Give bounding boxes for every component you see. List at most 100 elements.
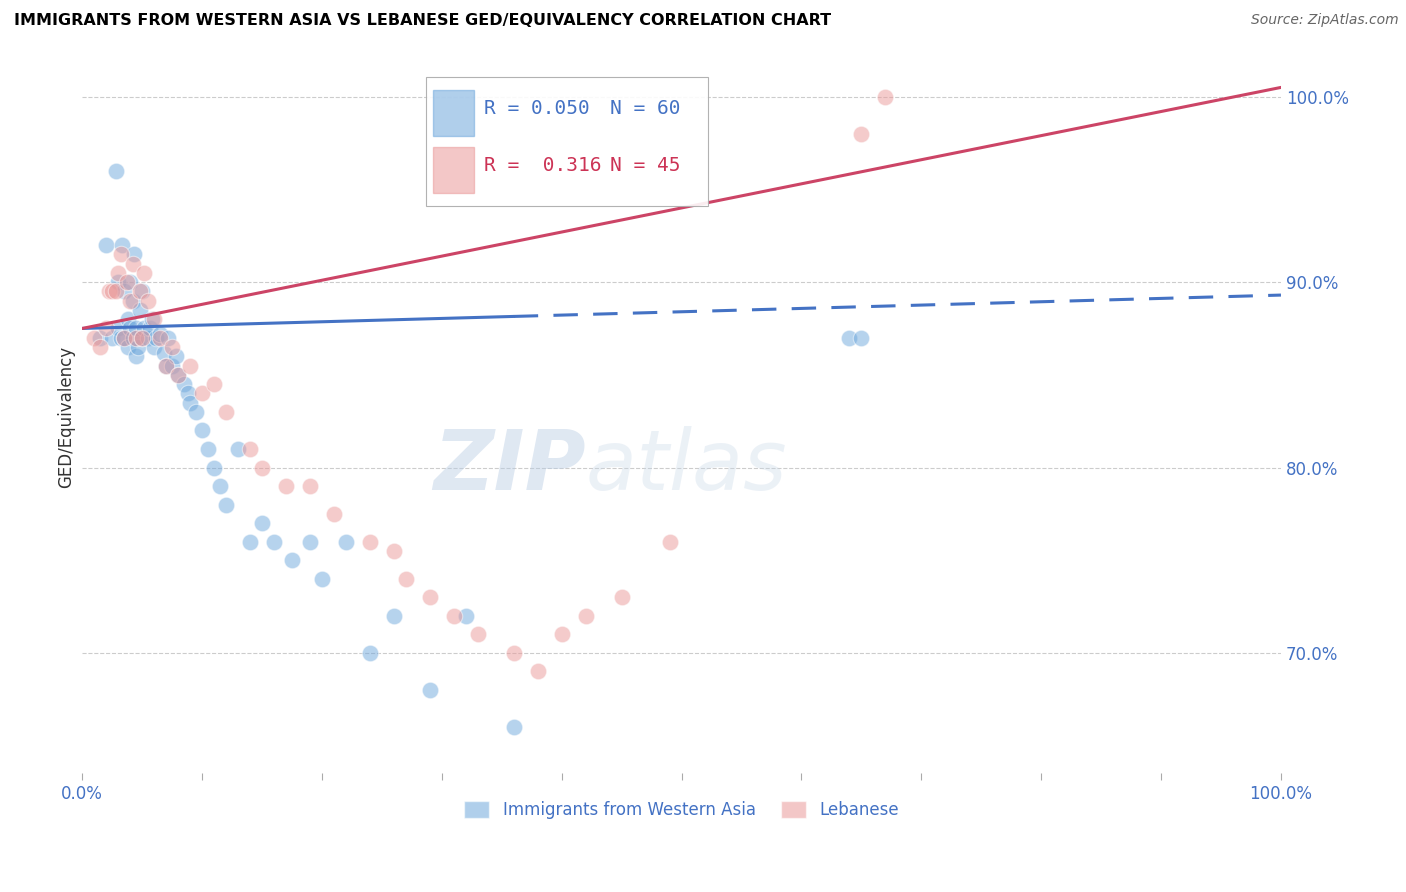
Point xyxy=(167,368,190,382)
Point xyxy=(395,572,418,586)
Point xyxy=(191,424,214,438)
Point xyxy=(179,359,201,373)
Point xyxy=(467,627,489,641)
Point xyxy=(141,312,163,326)
Point xyxy=(502,720,524,734)
Text: IMMIGRANTS FROM WESTERN ASIA VS LEBANESE GED/EQUIVALENCY CORRELATION CHART: IMMIGRANTS FROM WESTERN ASIA VS LEBANESE… xyxy=(14,13,831,29)
Point xyxy=(419,591,441,605)
Point xyxy=(160,340,183,354)
Point xyxy=(359,646,381,660)
Text: R = 0.050: R = 0.050 xyxy=(484,99,589,118)
Point xyxy=(136,331,159,345)
Point xyxy=(134,266,156,280)
Point xyxy=(179,395,201,409)
Y-axis label: GED/Equivalency: GED/Equivalency xyxy=(58,345,75,488)
Point xyxy=(298,479,321,493)
Point xyxy=(117,312,139,326)
Point xyxy=(97,285,120,299)
Point xyxy=(851,127,873,141)
Point xyxy=(94,321,117,335)
Point xyxy=(125,349,148,363)
Point xyxy=(112,285,135,299)
Point xyxy=(112,331,135,345)
Point xyxy=(139,321,162,335)
Point xyxy=(149,331,172,345)
Point xyxy=(117,340,139,354)
Text: N = 60: N = 60 xyxy=(610,99,681,118)
Point xyxy=(143,312,166,326)
Point xyxy=(155,359,177,373)
Point xyxy=(215,498,238,512)
Point xyxy=(107,321,129,335)
Point xyxy=(419,683,441,698)
Text: atlas: atlas xyxy=(586,426,787,507)
Point xyxy=(658,534,681,549)
FancyBboxPatch shape xyxy=(433,90,474,136)
Point xyxy=(239,534,262,549)
Point xyxy=(128,285,150,299)
Point xyxy=(104,164,127,178)
Point xyxy=(176,386,198,401)
Point xyxy=(838,331,860,345)
Point xyxy=(202,460,225,475)
Point xyxy=(94,238,117,252)
Point xyxy=(107,266,129,280)
Point xyxy=(311,572,333,586)
FancyBboxPatch shape xyxy=(433,147,474,193)
Point xyxy=(107,275,129,289)
Point xyxy=(101,331,124,345)
Point xyxy=(145,331,167,345)
Point xyxy=(128,302,150,317)
Point xyxy=(173,377,195,392)
Point xyxy=(134,321,156,335)
Point xyxy=(104,285,127,299)
Point xyxy=(155,359,177,373)
Point xyxy=(335,534,357,549)
Point xyxy=(136,293,159,308)
Point xyxy=(110,331,132,345)
Point xyxy=(550,627,572,641)
Point xyxy=(263,534,285,549)
Point xyxy=(131,331,153,345)
Point xyxy=(120,321,142,335)
Point xyxy=(250,460,273,475)
Point xyxy=(298,534,321,549)
Point xyxy=(502,646,524,660)
Point xyxy=(89,340,111,354)
Point xyxy=(112,331,135,345)
Point xyxy=(875,89,897,103)
Point xyxy=(443,608,465,623)
Point xyxy=(115,275,138,289)
Point xyxy=(226,442,249,456)
Point xyxy=(526,665,548,679)
Point xyxy=(610,591,633,605)
Point xyxy=(239,442,262,456)
Point xyxy=(165,349,187,363)
Point xyxy=(382,544,405,558)
Point xyxy=(197,442,219,456)
Text: ZIP: ZIP xyxy=(433,426,586,507)
Point xyxy=(128,340,150,354)
Point xyxy=(111,238,134,252)
Point xyxy=(382,608,405,623)
Text: R =  0.316: R = 0.316 xyxy=(484,156,602,175)
Point xyxy=(191,386,214,401)
Point xyxy=(125,331,148,345)
Point xyxy=(851,331,873,345)
Point xyxy=(575,608,598,623)
Point xyxy=(121,331,143,345)
Legend: Immigrants from Western Asia, Lebanese: Immigrants from Western Asia, Lebanese xyxy=(458,794,905,826)
Text: N = 45: N = 45 xyxy=(610,156,681,175)
Point xyxy=(121,293,143,308)
Point xyxy=(89,331,111,345)
Point xyxy=(215,405,238,419)
Point xyxy=(322,507,344,521)
Point xyxy=(208,479,231,493)
Point xyxy=(281,553,304,567)
Point xyxy=(101,285,124,299)
Point xyxy=(131,331,153,345)
Point xyxy=(184,405,207,419)
Point xyxy=(454,608,477,623)
Point xyxy=(152,345,174,359)
Point xyxy=(157,331,180,345)
